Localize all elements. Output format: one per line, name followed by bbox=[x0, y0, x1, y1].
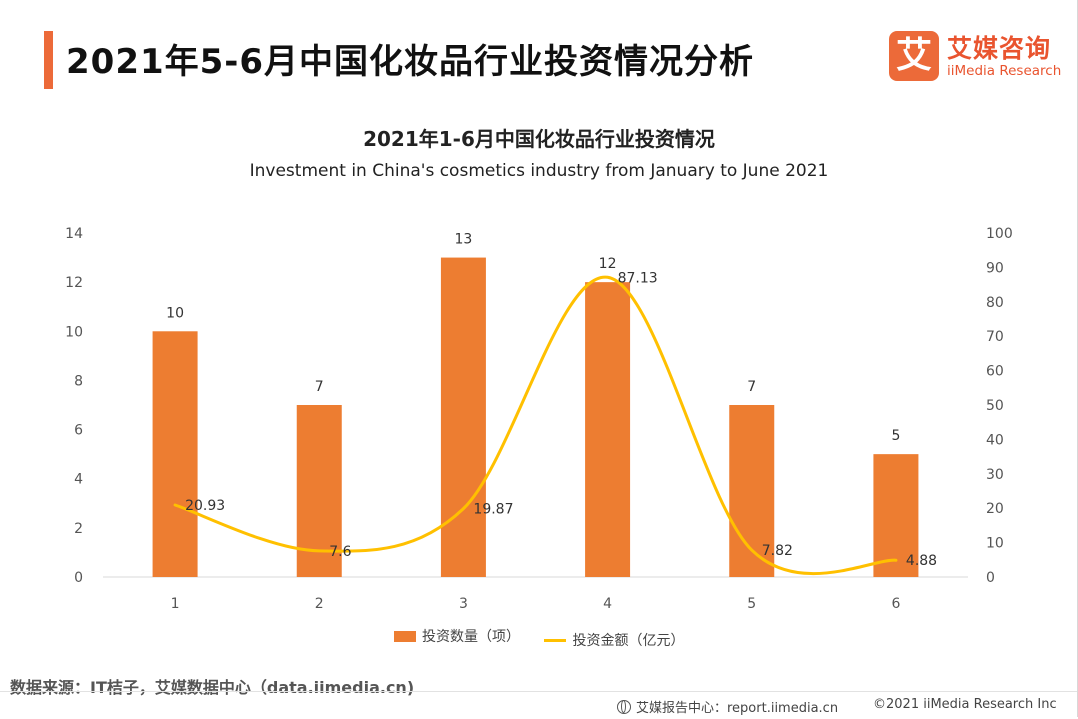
bar-data-label: 7 bbox=[315, 379, 324, 395]
footer-report-link[interactable]: 艾媒报告中心：report.iimedia.cn bbox=[617, 697, 838, 716]
bar bbox=[585, 282, 631, 577]
footer-copyright: ©2021 iiMedia Research Inc bbox=[873, 697, 1057, 712]
line-series bbox=[173, 275, 898, 576]
legend-swatch-line bbox=[544, 638, 567, 642]
legend-item-count: 投资数量（项） bbox=[394, 626, 520, 646]
y-left-tick-label: 0 bbox=[74, 570, 83, 586]
chart-legend: 投资数量（项） 投资金额（亿元） bbox=[394, 626, 704, 649]
x-tick-label: 1 bbox=[171, 596, 180, 612]
line-data-label: 20.93 bbox=[185, 498, 225, 514]
bar-data-label: 5 bbox=[891, 428, 900, 444]
bar-data-label: 10 bbox=[166, 305, 184, 321]
y-right-tick-label: 80 bbox=[986, 295, 1004, 311]
line-data-label: 7.6 bbox=[329, 544, 351, 560]
y-right-tick-label: 100 bbox=[986, 226, 1013, 242]
footer: 艾媒报告中心：report.iimedia.cn ©2021 iiMedia R… bbox=[0, 691, 1077, 719]
bar bbox=[440, 257, 486, 577]
y-right-tick-label: 30 bbox=[986, 467, 1004, 483]
x-tick-label: 6 bbox=[891, 596, 900, 612]
legend-label-amount: 投资金额（亿元） bbox=[572, 633, 685, 649]
y-left-tick-label: 4 bbox=[74, 472, 83, 488]
legend-label-count: 投资数量（项） bbox=[422, 629, 520, 645]
y-left-tick-label: 2 bbox=[74, 521, 83, 537]
y-left-tick-label: 12 bbox=[65, 275, 83, 291]
y-right-tick-label: 60 bbox=[986, 364, 1004, 380]
bar bbox=[152, 331, 198, 577]
globe-icon bbox=[617, 699, 631, 714]
y-right-tick-label: 90 bbox=[986, 260, 1004, 276]
line-data-label: 19.87 bbox=[473, 502, 513, 518]
y-right-tick-label: 70 bbox=[986, 329, 1004, 345]
x-tick-label: 5 bbox=[747, 596, 756, 612]
y-right-tick-label: 40 bbox=[986, 432, 1004, 448]
y-left-tick-label: 8 bbox=[74, 373, 83, 389]
bar-data-label: 13 bbox=[455, 232, 473, 248]
y-left-tick-label: 14 bbox=[65, 226, 83, 242]
y-right-tick-label: 0 bbox=[986, 570, 995, 586]
line-data-label: 7.82 bbox=[762, 543, 793, 559]
bar bbox=[873, 454, 919, 577]
y-right-tick-label: 10 bbox=[986, 536, 1004, 552]
legend-swatch-bar bbox=[394, 630, 416, 642]
y-right-tick-label: 20 bbox=[986, 501, 1004, 517]
iimedia-logo-icon: 艾 bbox=[889, 31, 939, 81]
chart-title: 2021年1-6月中国化妆品行业投资情况 bbox=[363, 127, 715, 151]
bar-data-label: 12 bbox=[599, 256, 617, 272]
y-right-tick-label: 50 bbox=[986, 398, 1004, 414]
x-tick-label: 2 bbox=[315, 596, 324, 612]
bar-data-label: 7 bbox=[747, 379, 756, 395]
x-tick-label: 4 bbox=[603, 596, 612, 612]
y-left-tick-label: 10 bbox=[65, 324, 83, 340]
logo-name-cn: 艾媒咨询 bbox=[947, 34, 1052, 63]
chart-subtitle: Investment in China's cosmetics industry… bbox=[249, 161, 829, 181]
line-data-label: 87.13 bbox=[618, 270, 658, 286]
x-tick-label: 3 bbox=[459, 596, 468, 612]
title-accent-bar bbox=[44, 31, 53, 89]
footer-report-text: 艾媒报告中心：report.iimedia.cn bbox=[636, 701, 839, 716]
logo-name-en: iiMedia Research bbox=[947, 63, 1062, 79]
page-title: 2021年5-6月中国化妆品行业投资情况分析 bbox=[66, 42, 755, 82]
data-source: 数据来源：IT桔子，艾媒数据中心（data.iimedia.cn) bbox=[10, 678, 415, 697]
legend-item-amount: 投资金额（亿元） bbox=[544, 630, 684, 650]
iimedia-logo: 艾 艾媒咨询 iiMedia Research bbox=[889, 29, 1064, 85]
line-data-label: 4.88 bbox=[906, 553, 937, 569]
y-left-tick-label: 6 bbox=[74, 423, 83, 439]
